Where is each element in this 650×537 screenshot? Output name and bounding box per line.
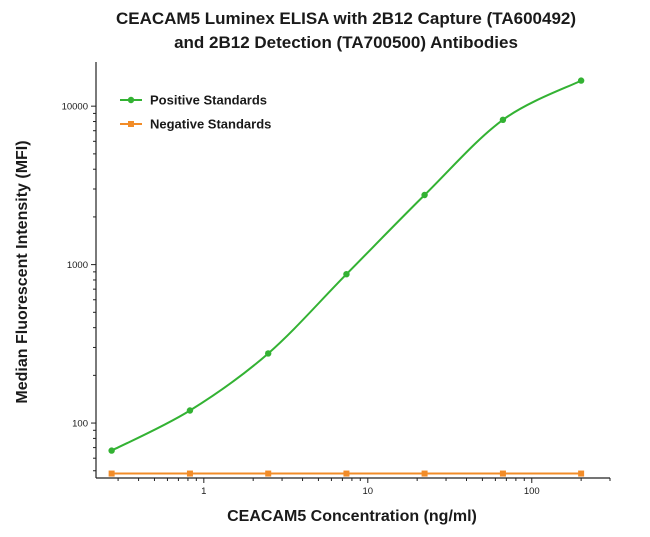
data-point-square <box>578 470 585 477</box>
series-layer <box>108 77 585 477</box>
y-tick-label: 10000 <box>62 102 88 113</box>
data-point-square <box>421 470 428 477</box>
legend-label: Positive Standards <box>150 93 267 108</box>
y-axis-title: Median Fluorescent Intensity (MFI) <box>14 140 31 403</box>
legend-marker <box>127 96 135 104</box>
x-tick-label: 10 <box>363 486 374 497</box>
data-point-square <box>343 470 350 477</box>
data-point-square <box>108 470 115 477</box>
data-point-circle <box>343 270 350 278</box>
data-point-circle <box>108 447 115 454</box>
data-point-square <box>499 470 506 477</box>
x-axis-title: CEACAM5 Concentration (ng/ml) <box>227 508 477 525</box>
legend-marker <box>128 121 134 127</box>
axes: 1 10 100 100 1000 10000 <box>62 62 611 497</box>
data-point-square <box>265 470 272 477</box>
data-point-circle <box>577 77 585 84</box>
chart-title-line-1: CEACAM5 Luminex ELISA with 2B12 Capture … <box>116 9 576 28</box>
y-tick-label: 1000 <box>67 260 88 271</box>
x-tick-label: 1 <box>201 486 206 497</box>
chart-title-line-2: and 2B12 Detection (TA700500) Antibodies <box>174 33 518 52</box>
data-point-circle <box>265 350 272 357</box>
data-point-square <box>186 470 193 477</box>
legend: Positive Standards Negative Standards <box>120 93 271 132</box>
series-line-0 <box>111 79 582 452</box>
x-tick-label: 100 <box>524 486 540 497</box>
y-tick-label: 100 <box>72 419 88 430</box>
data-point-circle <box>186 407 194 414</box>
data-point-circle <box>499 116 507 124</box>
data-point-circle <box>421 191 428 199</box>
legend-label: Negative Standards <box>150 117 271 132</box>
